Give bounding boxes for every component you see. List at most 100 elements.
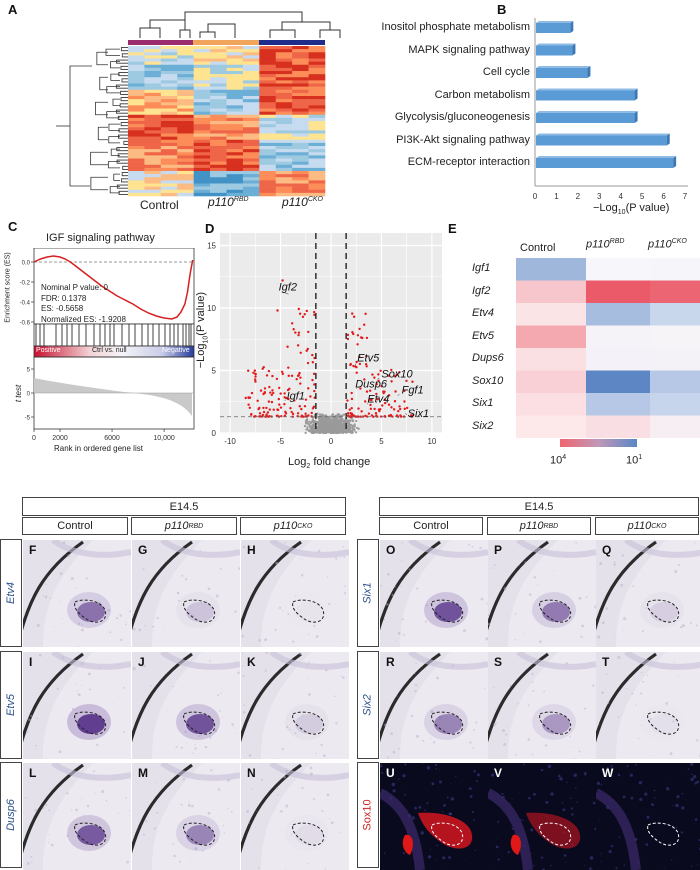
- heatmap-cell: [259, 55, 277, 59]
- volcano-point-ns: [304, 431, 307, 434]
- ish-panel-letter: N: [247, 766, 256, 780]
- heatmap-cell: [242, 96, 260, 100]
- gsea-plot: IGF signaling pathway Enrichment score (…: [4, 222, 200, 482]
- heatmap-cell: [210, 127, 227, 131]
- volcano-point-sig: [275, 377, 279, 381]
- heatmap-cell: [210, 105, 227, 109]
- kegg-bar: [536, 135, 667, 146]
- volcano-point-sig: [376, 397, 379, 401]
- volcano-point-sig: [309, 395, 312, 398]
- volcano-point-sig: [301, 315, 305, 319]
- gsea-x-tick: 0: [32, 435, 36, 442]
- heatmap-cell: [308, 180, 326, 184]
- heatmap-cell: [177, 108, 194, 112]
- kegg-bar-side: [666, 133, 670, 146]
- heatmap-cell: [226, 192, 244, 197]
- e-row-label: Dups6: [472, 352, 504, 364]
- heatmap-cell: [177, 186, 194, 191]
- heatmap-cell: [242, 192, 260, 197]
- e-heatmap-cell: [586, 280, 650, 303]
- kegg-bar-side: [634, 111, 638, 123]
- volcano-point-ns: [328, 425, 331, 428]
- heatmap-cell: [177, 164, 194, 169]
- heatmap-cell: [193, 186, 211, 191]
- heatmap-cell: [160, 92, 178, 97]
- heatmap-cell: [210, 124, 227, 128]
- heatmap-cell: [144, 105, 162, 109]
- right-stage-header: E14.5: [379, 497, 699, 516]
- heatmap-cell: [292, 67, 309, 72]
- heatmap-cell: [193, 77, 211, 81]
- heatmap-cell: [160, 102, 178, 106]
- volcano-point-ns: [329, 422, 332, 425]
- volcano-point-sig: [398, 407, 402, 411]
- volcano-point-sig: [312, 310, 316, 314]
- left-col-rbd: p110 RBD: [131, 517, 237, 535]
- volcano-point-ns: [328, 415, 332, 418]
- heatmap-cell: [144, 89, 162, 94]
- e-legend-max: 101: [626, 454, 643, 467]
- e-row-label: Six2: [472, 419, 494, 432]
- heatmap-cell: [242, 111, 260, 116]
- volcano-point-sig: [298, 371, 301, 375]
- volcano-point-sig: [296, 344, 300, 347]
- heatmap-cell: [226, 186, 244, 191]
- gsea-annot-es: ES: -0.5658: [41, 304, 84, 313]
- heatmap-cell: [242, 71, 260, 75]
- heatmap-cell: [308, 111, 326, 116]
- heatmap-cell: [292, 117, 309, 122]
- heatmap-cell: [292, 177, 309, 181]
- heatmap-cell: [144, 86, 162, 91]
- heatmap-cell: [275, 52, 293, 56]
- group-bar-rbd: [193, 40, 259, 45]
- heatmap-cell: [308, 186, 326, 191]
- ish-panel-letter: H: [247, 543, 256, 557]
- heatmap-cell: [308, 158, 326, 162]
- heatmap-cell: [193, 105, 211, 109]
- heatmap-cell: [275, 117, 293, 122]
- heatmap-cell: [226, 149, 244, 153]
- volcano-point-sig: [256, 399, 259, 403]
- volcano-point-ns: [311, 423, 314, 426]
- volcano-point-sig: [305, 349, 308, 352]
- heatmap-cell: [242, 58, 260, 62]
- e-heatmap-cell: [516, 370, 586, 393]
- volcano-x-tick: -5: [277, 437, 285, 446]
- volcano-point-sig: [298, 312, 302, 315]
- heatmap-cell: [226, 64, 244, 69]
- heatmap-cell: [177, 142, 194, 147]
- heatmap-cell: [144, 83, 162, 87]
- heatmap-cell: [160, 149, 178, 153]
- volcano-point-ns: [355, 426, 359, 430]
- heatmap-cell: [259, 130, 277, 134]
- heatmap-cell: [275, 158, 293, 162]
- e-row-label: Etv5: [472, 329, 495, 342]
- volcano-point-sig: [297, 307, 301, 311]
- heatmap-cell: [177, 136, 194, 141]
- heatmap-cell: [259, 49, 277, 53]
- heatmap-cell: [128, 177, 145, 181]
- volcano-point-sig: [313, 383, 316, 386]
- heatmap-cell: [193, 83, 211, 87]
- volcano-point-sig: [248, 396, 252, 399]
- volcano-point-ns: [350, 424, 354, 427]
- row-label-dusp6: Dusp6: [0, 762, 22, 868]
- heatmap-cell: [160, 139, 178, 144]
- heatmap-cell: [292, 164, 309, 169]
- heatmap-cell: [308, 64, 326, 69]
- volcano-point-ns: [326, 418, 330, 422]
- volcano-point-ns: [324, 431, 328, 435]
- heatmap-cell: [292, 58, 309, 62]
- heatmap-cell: [210, 164, 227, 169]
- heatmap-cell: [275, 102, 293, 106]
- volcano-point-sig: [350, 391, 353, 395]
- heatmap-cell: [242, 49, 260, 53]
- e-row-label: Six1: [472, 397, 494, 409]
- volcano-point-ns: [351, 429, 354, 432]
- heatmap-cell: [144, 64, 162, 69]
- volcano-point-ns: [311, 426, 314, 429]
- heatmap-cell: [292, 111, 309, 116]
- gsea-x-tick: 10,000: [153, 435, 175, 442]
- e-row-label: Etv4: [472, 307, 495, 319]
- heatmap-cell: [210, 152, 227, 156]
